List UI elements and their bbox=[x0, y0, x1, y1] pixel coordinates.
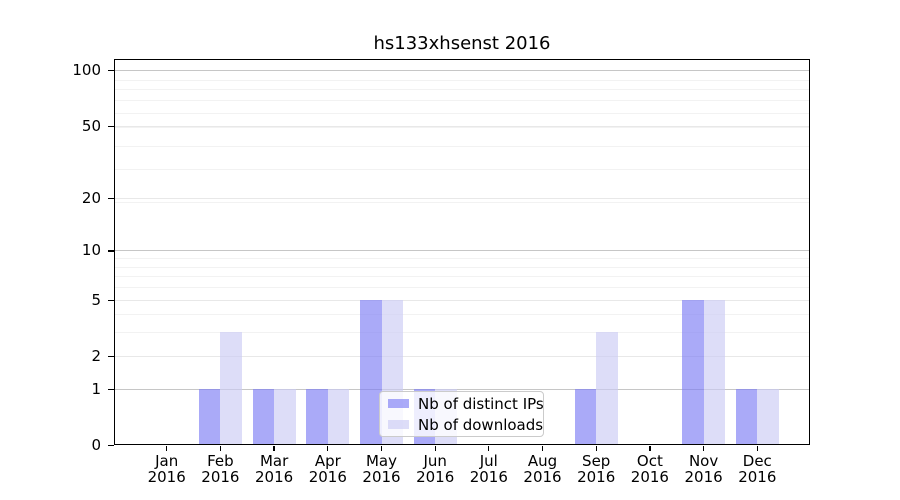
x-tick-label: Sep 2016 bbox=[577, 452, 616, 486]
y-tick bbox=[108, 299, 114, 301]
minor-gridline bbox=[114, 332, 810, 334]
x-tick-label: Apr 2016 bbox=[308, 452, 347, 486]
minor-gridline bbox=[114, 276, 810, 278]
bar-distinct-ips-apr bbox=[306, 388, 328, 445]
x-tick-label: May 2016 bbox=[362, 452, 401, 486]
major-gridline bbox=[114, 388, 810, 390]
y-tick bbox=[108, 355, 114, 358]
legend-swatch-downloads bbox=[388, 420, 409, 429]
bar-downloads-dec bbox=[757, 388, 779, 445]
legend: Nb of distinct IPs Nb of downloads bbox=[379, 391, 544, 437]
mid-gridline bbox=[114, 125, 810, 127]
minor-gridline bbox=[114, 89, 810, 91]
minor-gridline bbox=[114, 266, 810, 268]
minor-gridline bbox=[114, 127, 810, 129]
x-tick bbox=[166, 446, 168, 451]
chart-title: hs133xhsenst 2016 bbox=[373, 33, 551, 54]
y-tick-label: 100 bbox=[72, 61, 101, 80]
minor-gridline bbox=[114, 112, 810, 114]
x-tick-label: Feb 2016 bbox=[201, 452, 240, 486]
x-tick bbox=[219, 446, 221, 451]
legend-item-downloads: Nb of downloads bbox=[388, 416, 543, 434]
minor-gridline bbox=[114, 314, 810, 316]
x-tick bbox=[703, 446, 705, 451]
y-tick bbox=[108, 250, 114, 252]
bar-downloads-mar bbox=[274, 388, 296, 445]
y-tick-label: 1 bbox=[91, 379, 101, 398]
x-tick bbox=[541, 446, 544, 451]
major-gridline bbox=[114, 70, 810, 72]
bar-distinct-ips-mar bbox=[252, 388, 275, 445]
x-tick-label: Oct 2016 bbox=[630, 452, 669, 486]
bar-downloads-nov bbox=[703, 299, 726, 445]
bar-distinct-ips-nov bbox=[682, 299, 704, 445]
x-tick-label: Jul 2016 bbox=[469, 452, 508, 486]
x-tick bbox=[756, 446, 758, 451]
x-tick bbox=[649, 446, 651, 451]
y-tick-label: 10 bbox=[81, 241, 101, 260]
y-tick-label: 50 bbox=[81, 116, 101, 135]
y-tick-label: 5 bbox=[91, 290, 101, 309]
minor-gridline bbox=[114, 201, 810, 203]
minor-gridline bbox=[114, 100, 810, 101]
legend-label-distinct-ips: Nb of distinct IPs bbox=[418, 394, 544, 413]
y-tick bbox=[108, 70, 114, 72]
y-tick-label: 0 bbox=[91, 436, 101, 454]
minor-gridline bbox=[114, 287, 810, 288]
bar-distinct-ips-sep bbox=[574, 388, 597, 445]
y-tick bbox=[108, 197, 114, 200]
mid-gridline bbox=[114, 299, 810, 301]
y-tick bbox=[108, 445, 114, 447]
legend-item-distinct-ips: Nb of distinct IPs bbox=[388, 395, 544, 413]
x-tick-label: Mar 2016 bbox=[255, 452, 294, 486]
minor-gridline bbox=[114, 258, 810, 259]
x-tick bbox=[434, 446, 436, 451]
mid-gridline bbox=[114, 355, 810, 357]
y-tick bbox=[108, 125, 114, 127]
x-tick bbox=[273, 446, 275, 451]
legend-swatch-distinct-ips bbox=[388, 399, 409, 408]
major-gridline bbox=[114, 250, 810, 252]
x-tick bbox=[327, 446, 329, 451]
x-tick-label: Jan 2016 bbox=[147, 452, 186, 486]
x-tick-label: Nov 2016 bbox=[684, 452, 723, 486]
minor-gridline bbox=[114, 168, 810, 170]
minor-gridline bbox=[114, 79, 810, 81]
bar-distinct-ips-may bbox=[360, 299, 382, 445]
legend-label-downloads: Nb of downloads bbox=[418, 415, 544, 434]
x-axis: Jan 2016 Feb 2016 Mar 2016 Apr 2016 May 2016… bbox=[114, 445, 810, 500]
x-tick bbox=[488, 446, 490, 451]
y-tick-label: 2 bbox=[91, 346, 101, 365]
bar-distinct-ips-dec bbox=[735, 388, 758, 445]
x-tick-label: Jun 2016 bbox=[416, 452, 455, 486]
x-tick bbox=[380, 446, 383, 451]
x-tick-label: Dec 2016 bbox=[738, 452, 777, 486]
y-tick bbox=[108, 388, 114, 390]
bar-downloads-sep bbox=[596, 332, 618, 445]
plot-area: Nb of distinct IPs Nb of downloads bbox=[114, 59, 810, 445]
y-axis: 0 1 2 5 10 20 50 100 bbox=[0, 59, 114, 454]
bar-downloads-apr bbox=[327, 388, 350, 445]
x-tick bbox=[595, 446, 597, 451]
mid-gridline bbox=[114, 197, 810, 199]
bar-distinct-ips-feb bbox=[198, 388, 221, 445]
y-tick-label: 20 bbox=[81, 188, 101, 207]
bar-downloads-feb bbox=[220, 332, 242, 445]
x-tick-label: Aug 2016 bbox=[523, 452, 562, 486]
minor-gridline bbox=[114, 145, 810, 147]
